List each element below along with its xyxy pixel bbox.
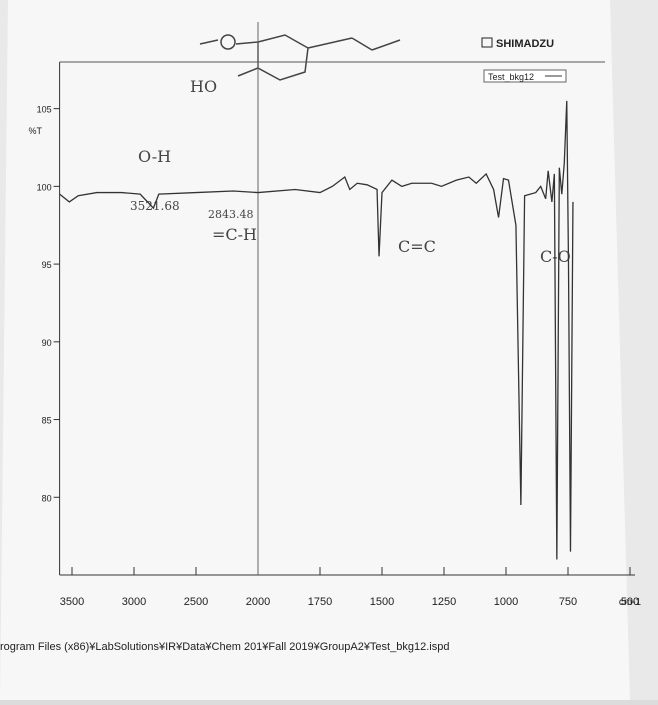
x-tick-label: 1500 — [370, 596, 394, 608]
paper — [0, 0, 630, 700]
brand: SHIMADZU — [496, 38, 554, 50]
x-tick-label: 750 — [559, 596, 577, 608]
annotation: C=C — [398, 237, 436, 256]
x-tick-label: 500 — [621, 596, 639, 608]
y-tick-label: 100 — [37, 182, 52, 192]
x-tick-label: 1000 — [494, 596, 518, 608]
y-tick-label: 80 — [42, 493, 52, 503]
legend-box — [483, 69, 567, 83]
file-path: rogram Files (x86)¥LabSolutions¥IR¥Data¥… — [0, 641, 449, 653]
x-tick-label: 2000 — [246, 596, 270, 608]
spectrum-line — [59, 100, 574, 560]
brand-logo — [481, 37, 493, 48]
legend-label: Test_bkg12 — [488, 72, 534, 82]
x-tick-label: 3000 — [122, 596, 146, 608]
y-tick-label: 85 — [42, 416, 52, 426]
y-axis-label: %T — [29, 126, 43, 136]
x-tick-label: 3500 — [60, 596, 84, 608]
y-tick-label: 90 — [42, 338, 52, 348]
y-tick-label: 105 — [37, 105, 52, 115]
x-tick-label: 1750 — [308, 596, 332, 608]
y-tick-label: 95 — [42, 260, 52, 270]
annotation: =C-H — [212, 225, 257, 244]
x-axis-label: cm-1 — [619, 597, 642, 608]
x-tick-label: 1250 — [432, 596, 456, 608]
annotation: 2843.48 — [208, 208, 254, 221]
annotation: O-H — [138, 147, 171, 166]
structure-label: HO — [190, 77, 217, 96]
x-tick-label: 2500 — [184, 596, 208, 608]
